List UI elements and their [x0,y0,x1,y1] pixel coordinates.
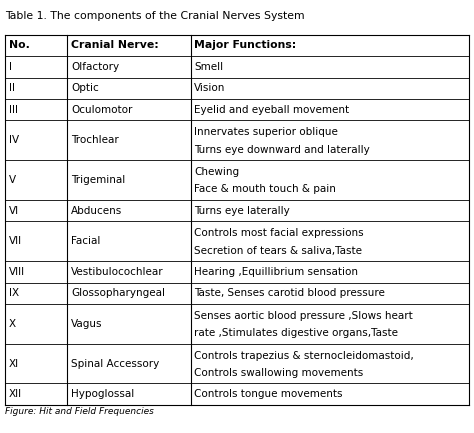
Text: Trigeminal: Trigeminal [71,175,126,185]
Text: Innervates superior oblique: Innervates superior oblique [194,127,338,137]
Text: II: II [9,83,15,93]
Text: Olfactory: Olfactory [71,62,119,72]
Text: Smell: Smell [194,62,223,72]
Text: Face & mouth touch & pain: Face & mouth touch & pain [194,184,336,194]
Text: Cranial Nerve:: Cranial Nerve: [71,40,159,50]
Text: Trochlear: Trochlear [71,136,119,145]
Text: Eyelid and eyeball movement: Eyelid and eyeball movement [194,105,349,115]
Text: Vision: Vision [194,83,226,93]
Text: Hypoglossal: Hypoglossal [71,389,135,399]
Text: VI: VI [9,206,18,216]
Text: Optic: Optic [71,83,99,93]
Text: Controls most facial expressions: Controls most facial expressions [194,228,364,238]
Text: rate ,Stimulates digestive organs,Taste: rate ,Stimulates digestive organs,Taste [194,328,398,338]
Text: III: III [9,105,18,115]
Text: Table 1. The components of the Cranial Nerves System: Table 1. The components of the Cranial N… [5,11,304,21]
Text: Glossopharyngeal: Glossopharyngeal [71,288,165,298]
Text: I: I [9,62,11,72]
Text: Facial: Facial [71,236,100,246]
Text: Senses aortic blood pressure ,Slows heart: Senses aortic blood pressure ,Slows hear… [194,311,413,321]
Text: Controls tongue movements: Controls tongue movements [194,389,343,399]
Text: Taste, Senses carotid blood pressure: Taste, Senses carotid blood pressure [194,288,385,298]
Text: IX: IX [9,288,18,298]
Text: VIII: VIII [9,267,25,277]
Text: Abducens: Abducens [71,206,122,216]
Text: Secretion of tears & saliva,Taste: Secretion of tears & saliva,Taste [194,246,362,255]
Text: V: V [9,175,16,185]
Text: X: X [9,319,16,329]
Text: Hearing ,Equillibrium sensation: Hearing ,Equillibrium sensation [194,267,358,277]
Text: VII: VII [9,236,22,246]
Text: XII: XII [9,389,22,399]
Text: Controls swallowing movements: Controls swallowing movements [194,368,364,378]
Text: Chewing: Chewing [194,167,239,177]
Text: Oculomotor: Oculomotor [71,105,133,115]
Text: XI: XI [9,359,18,368]
Text: Turns eye laterally: Turns eye laterally [194,206,290,216]
Text: Major Functions:: Major Functions: [194,40,297,50]
Text: No.: No. [9,40,29,50]
Text: Turns eye downward and laterally: Turns eye downward and laterally [194,145,370,155]
Text: Figure: Hit and Field Frequencies: Figure: Hit and Field Frequencies [5,407,154,416]
Text: Vagus: Vagus [71,319,103,329]
Text: Controls trapezius & sternocleidomastoid,: Controls trapezius & sternocleidomastoid… [194,351,414,361]
Text: Vestibulocochlear: Vestibulocochlear [71,267,164,277]
Text: IV: IV [9,136,18,145]
Text: Spinal Accessory: Spinal Accessory [71,359,159,368]
